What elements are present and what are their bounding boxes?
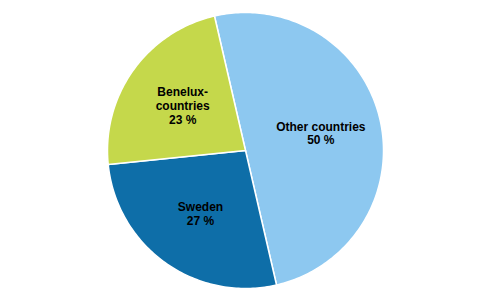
svg-text:Sweden27 %: Sweden27 % <box>178 200 223 228</box>
svg-text:Other countries50 %: Other countries50 % <box>276 120 366 148</box>
svg-text:Benelux-countries23 %: Benelux-countries23 % <box>156 85 210 127</box>
